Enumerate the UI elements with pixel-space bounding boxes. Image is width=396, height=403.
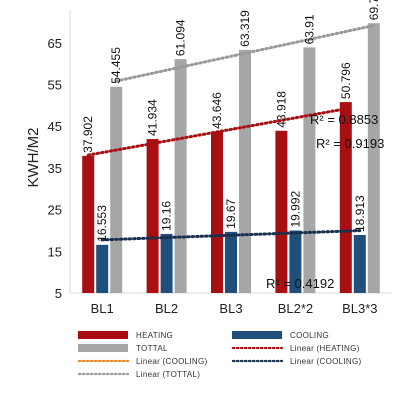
data-label-cooling: 16.553 bbox=[95, 205, 109, 242]
data-label-cooling: 19.992 bbox=[288, 190, 302, 227]
trendlines: R² = 0.9193 R² = 0.4192 R² = 0.8853 bbox=[86, 23, 384, 291]
x-tick-label: BL2*2 bbox=[278, 301, 313, 316]
data-label-heating: 37.902 bbox=[81, 116, 95, 153]
data-label-heating: 50.796 bbox=[339, 62, 353, 99]
trendline-tottal bbox=[114, 23, 376, 83]
data-label-tottal: 63.319 bbox=[238, 10, 252, 47]
data-label-cooling: 19.16 bbox=[160, 201, 174, 231]
r-squared-heating: R² = 0.9193 bbox=[316, 136, 384, 151]
data-label-heating: 43.646 bbox=[210, 92, 224, 129]
legend-label: HEATING bbox=[136, 331, 173, 340]
bar-cooling bbox=[289, 230, 302, 293]
data-label-heating: 41.934 bbox=[146, 99, 160, 136]
y-tick-label: 55 bbox=[48, 78, 62, 93]
bar-tottal bbox=[367, 23, 380, 293]
y-axis-label: KWH/M2 bbox=[25, 128, 42, 188]
bar-tottal bbox=[239, 49, 251, 293]
data-label-heating: 43.918 bbox=[274, 91, 288, 128]
r-squared-tottal: R² = 0.8853 bbox=[310, 112, 378, 127]
data-label-cooling: 19.67 bbox=[224, 198, 238, 228]
y-tick-label: 65 bbox=[48, 36, 62, 51]
bar-tottal bbox=[110, 86, 123, 293]
trendline-heating bbox=[86, 107, 348, 157]
data-label-tottal: 69.709 bbox=[367, 0, 381, 20]
bar-heating bbox=[82, 155, 95, 293]
data-labels: 37.902 41.934 43.646 43.918 50.796 16.553 19.1… bbox=[81, 0, 381, 242]
bar-cooling bbox=[225, 231, 237, 293]
bar-cooling bbox=[96, 244, 109, 293]
x-tick-label: BL3*3 bbox=[342, 301, 377, 316]
axes: 5 15 25 35 45 55 65 KWH/M2 BL1 BL2 BL3 BL2*2 BL3*3 bbox=[25, 10, 392, 316]
x-tick-label: BL3 bbox=[219, 301, 242, 316]
legend-swatch bbox=[78, 344, 128, 352]
data-label-tottal: 61.094 bbox=[174, 19, 188, 56]
bar-tottal bbox=[174, 59, 187, 294]
bar-cooling bbox=[353, 234, 366, 293]
bar-cooling bbox=[160, 233, 173, 293]
y-tick-label: 25 bbox=[48, 203, 62, 218]
bar-tottal bbox=[303, 47, 316, 294]
legend-label: Linear (TOTTAL) bbox=[136, 370, 200, 379]
legend-label: Linear (HEATING) bbox=[290, 344, 360, 353]
data-label-tottal: 54.455 bbox=[109, 47, 123, 84]
x-tick-label: BL2 bbox=[155, 301, 178, 316]
legend-label: COOLING bbox=[290, 331, 329, 340]
data-label-tottal: 63.91 bbox=[302, 14, 316, 44]
bar-heating bbox=[275, 130, 288, 293]
legend-label: TOTTAL bbox=[136, 344, 168, 353]
bar-heating bbox=[146, 139, 159, 293]
legend-label: Linear (COOLING) bbox=[136, 357, 208, 366]
legend-swatch bbox=[78, 331, 128, 339]
legend-label: Linear (COOLING) bbox=[290, 357, 362, 366]
bar-heating bbox=[211, 131, 223, 293]
data-label-cooling: 18.913 bbox=[353, 195, 367, 232]
r-squared-cooling: R² = 0.4192 bbox=[266, 276, 334, 291]
x-tick-label: BL1 bbox=[91, 301, 114, 316]
trendline-cooling bbox=[100, 229, 362, 242]
bars bbox=[82, 23, 380, 294]
legend: HEATING COOLING TOTTAL Linear (HEATING) Line… bbox=[77, 331, 362, 379]
y-tick-label: 45 bbox=[48, 119, 62, 134]
bar-heating bbox=[339, 102, 352, 293]
y-tick-label: 5 bbox=[55, 286, 62, 301]
legend-swatch bbox=[232, 331, 282, 339]
y-tick-label: 15 bbox=[48, 244, 62, 259]
y-tick-label: 35 bbox=[48, 161, 62, 176]
